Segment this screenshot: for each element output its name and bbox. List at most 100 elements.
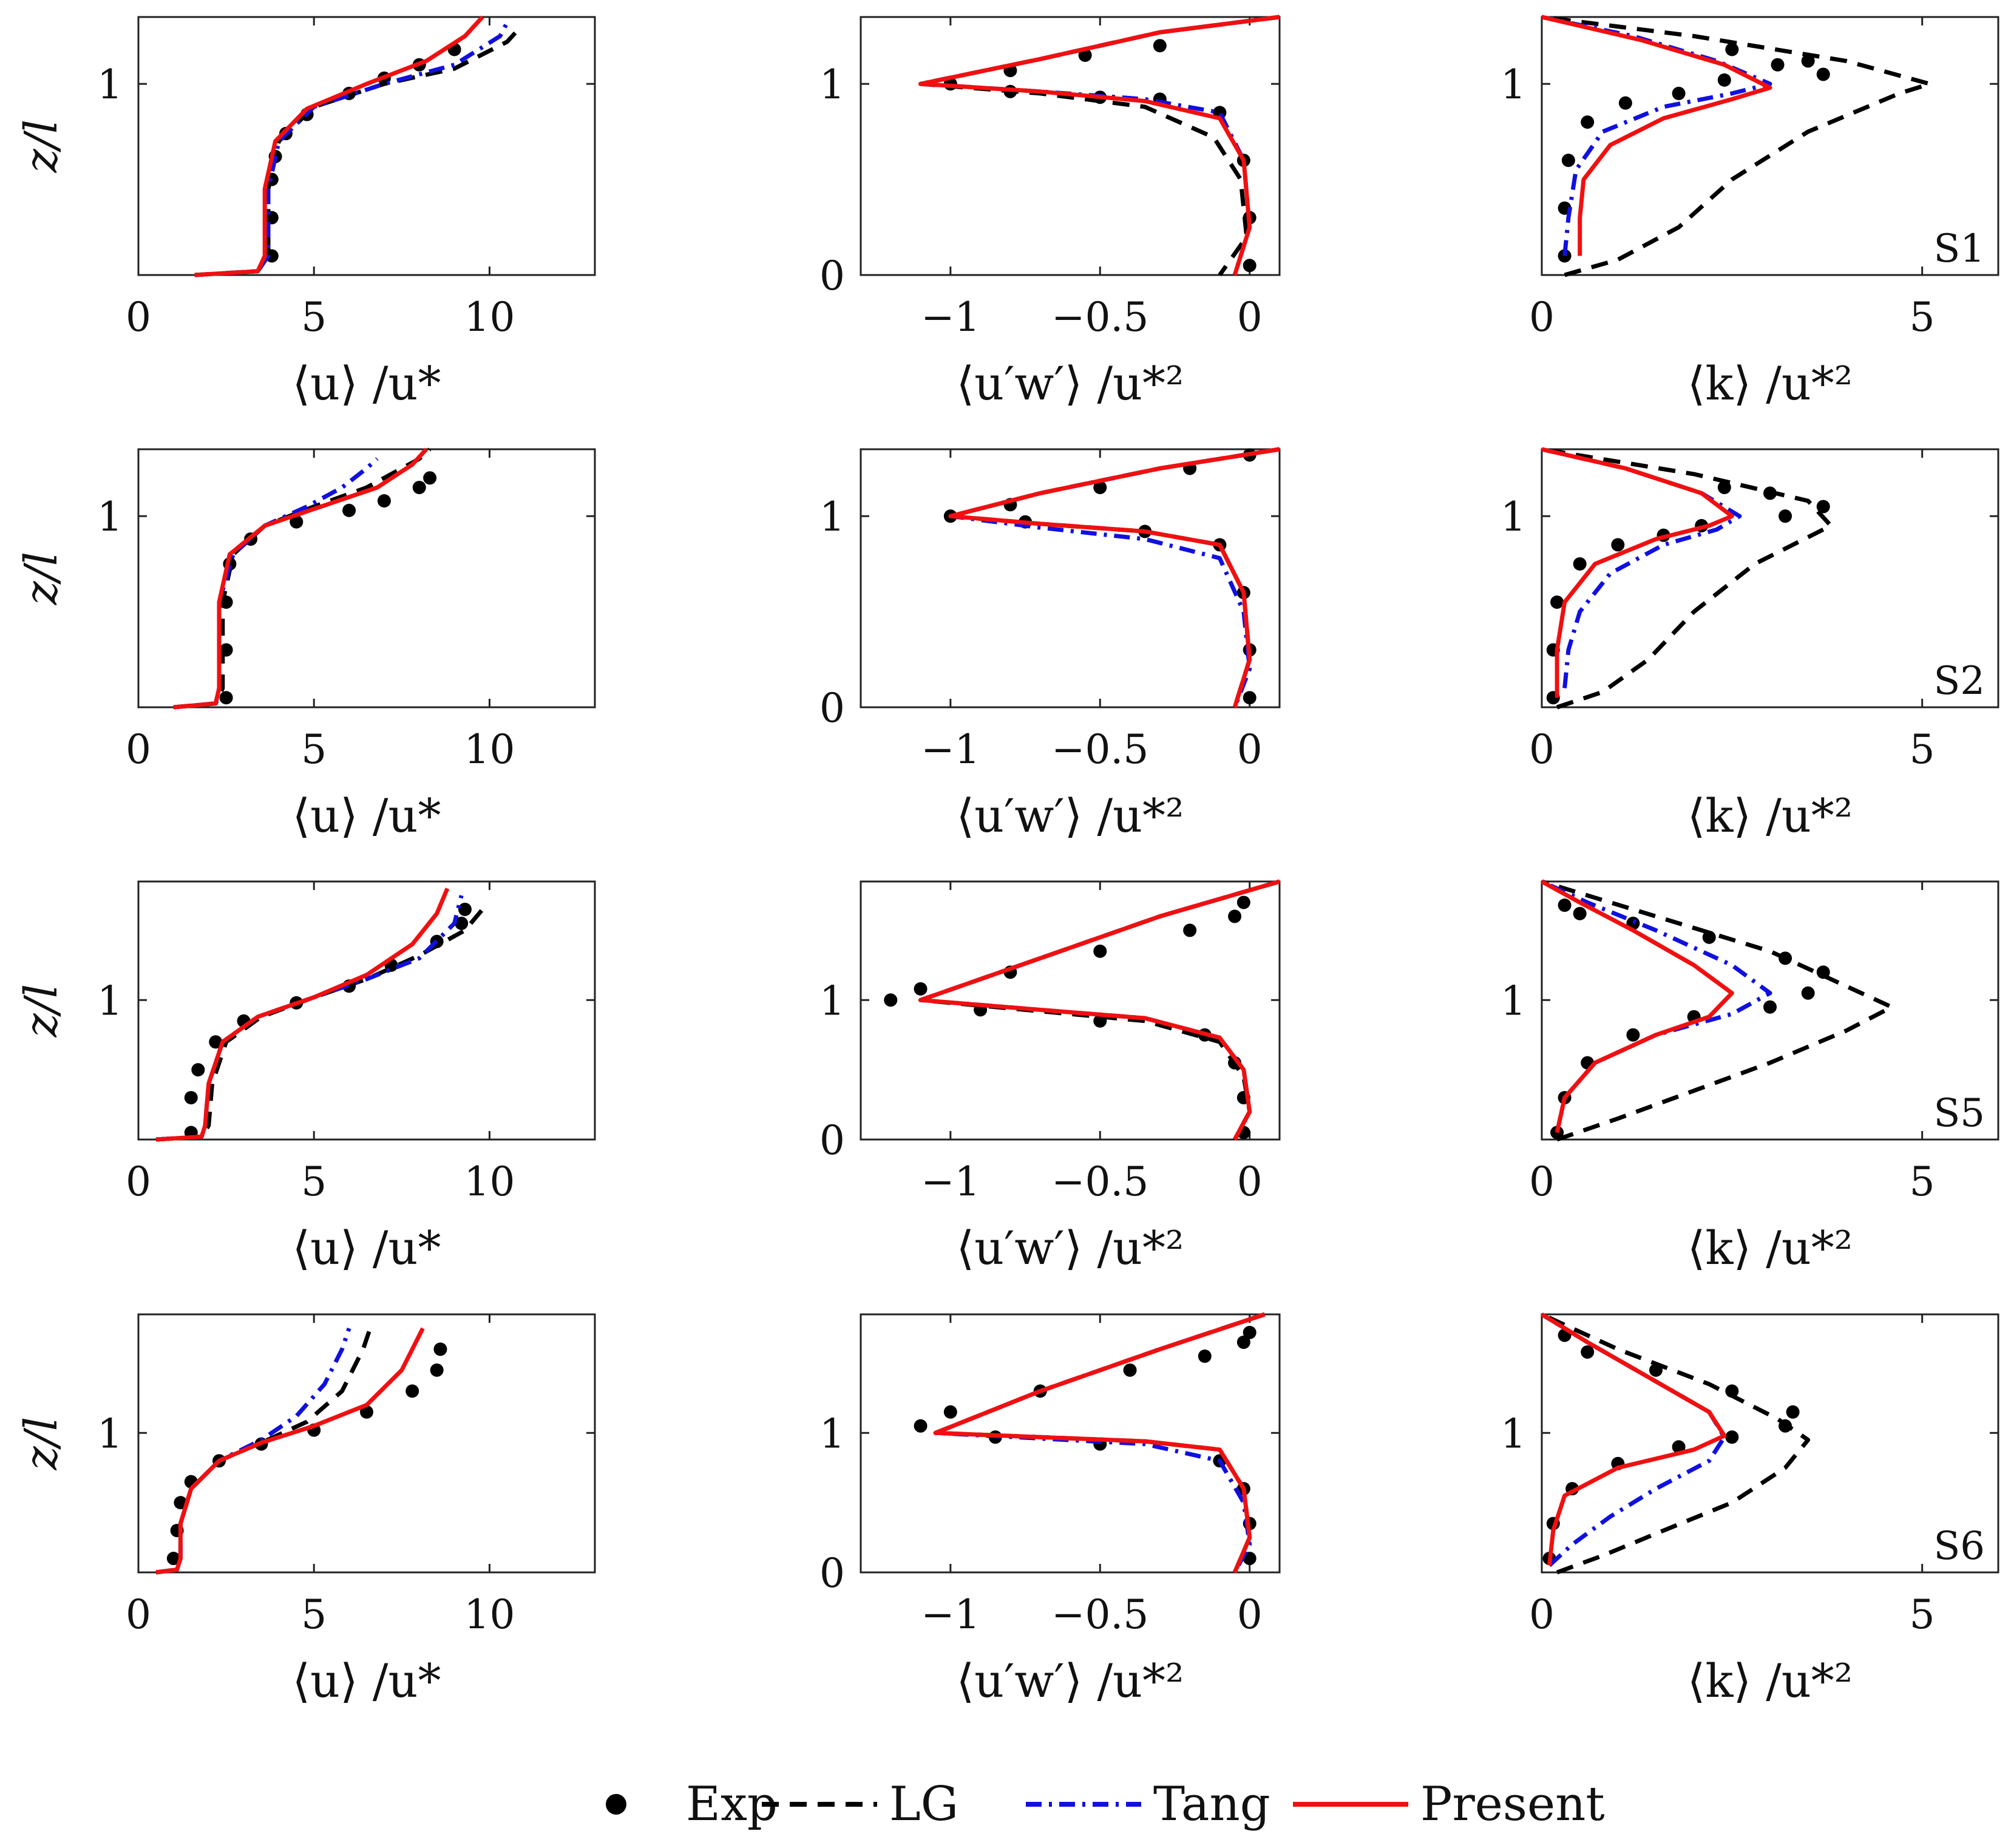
series-line-lg	[155, 908, 484, 1142]
plot-frame	[860, 1313, 1281, 1574]
case-label: S1	[1933, 226, 1985, 271]
x-tick-label: 5	[301, 726, 327, 773]
series-line-present	[155, 1327, 425, 1575]
x-tick-label: −0.5	[1051, 726, 1148, 773]
exp-point	[405, 1384, 419, 1398]
exp-point	[1611, 538, 1625, 552]
exp-point	[1626, 1028, 1640, 1042]
y-tick-label: 1	[1501, 61, 1526, 108]
x-axis-label: ⟨u′w′⟩ /u*²	[957, 1221, 1184, 1275]
legend: Exp LG Tang Present	[606, 1777, 1605, 1832]
series-line-tang	[1541, 447, 1742, 688]
series-line-lg	[1541, 15, 1932, 277]
exp-point	[1228, 909, 1242, 923]
x-tick-label: 5	[301, 1158, 327, 1205]
exp-point	[342, 503, 356, 517]
series-line-present	[194, 15, 484, 277]
case-label: S6	[1933, 1524, 1985, 1569]
x-axis-label: ⟨k⟩ /u*²	[1687, 1654, 1853, 1708]
legend-label: LG	[889, 1777, 958, 1832]
legend-item-tang: Tang	[1026, 1777, 1270, 1832]
panel-7: 0 5 10 1 ⟨u⟩ /u* z/l	[15, 880, 596, 1275]
exp-point	[1198, 1349, 1212, 1363]
x-tick-label: 0	[1529, 294, 1555, 341]
exp-point	[943, 1405, 957, 1419]
plot-frame	[1541, 16, 1999, 276]
exp-point	[1672, 86, 1686, 100]
exp-point	[360, 1405, 373, 1419]
exp-point	[914, 982, 928, 996]
x-tick-label: 0	[126, 726, 151, 773]
y-tick-label: 0	[819, 1117, 845, 1164]
y-tick-label: 1	[819, 1410, 845, 1457]
y-tick-label: 1	[819, 61, 845, 108]
case-label: S5	[1933, 1091, 1985, 1136]
exp-point	[1573, 557, 1587, 571]
panel-2: −1 −0.5 0 0 1 ⟨u′w′⟩ /u*²	[819, 15, 1281, 410]
series-line-lg	[173, 447, 432, 710]
y-axis-label: z/l	[15, 120, 67, 174]
exp-point	[1801, 54, 1815, 68]
x-tick-label: 0	[1237, 294, 1263, 341]
x-axis-label: ⟨u′w′⟩ /u*²	[957, 789, 1184, 843]
x-tick-label: 10	[464, 294, 515, 341]
exp-point	[191, 1063, 205, 1077]
x-tick-label: −1	[921, 1591, 980, 1638]
plot-frame	[137, 1313, 596, 1574]
legend-label: Present	[1420, 1777, 1605, 1832]
panel-9: 0 5 1 ⟨k⟩ /u*² S5	[1501, 879, 1999, 1275]
x-axis-label: ⟨u⟩ /u*	[293, 789, 441, 843]
y-tick-label: 0	[819, 685, 845, 732]
y-axis-label: z/l	[15, 1417, 67, 1471]
exp-point	[1779, 509, 1792, 523]
exp-point	[1550, 1126, 1564, 1140]
x-axis-label: ⟨u⟩ /u*	[293, 1654, 441, 1708]
legend-label: Tang	[1153, 1777, 1270, 1832]
y-tick-label: 1	[1501, 494, 1526, 540]
exp-point	[1771, 58, 1785, 72]
x-tick-label: 5	[301, 294, 327, 341]
series-line-lg	[1541, 1312, 1811, 1575]
y-tick-label: 1	[819, 977, 845, 1024]
exp-point	[1558, 249, 1572, 263]
plot-frame	[137, 880, 596, 1141]
exp-point	[433, 1342, 447, 1356]
panels: 0 5 101⟨u⟩ /u*z/l−1 −0.5 001⟨u′w′⟩ /u*²0 51⟨k…	[15, 15, 1999, 1708]
x-tick-label: 0	[126, 1158, 151, 1205]
x-tick-label: 0	[1529, 1158, 1555, 1205]
exp-point	[1236, 895, 1250, 909]
x-tick-label: −1	[921, 294, 980, 341]
legend-item-present: Present	[1293, 1777, 1605, 1832]
exp-point	[1581, 115, 1595, 129]
series-line-present	[933, 1312, 1266, 1574]
exp-point	[1183, 923, 1197, 937]
exp-point	[1581, 1345, 1595, 1359]
x-axis-label: ⟨u⟩ /u*	[293, 356, 441, 410]
panel-1: 0 5 10 1 ⟨u⟩ /u* z/l	[15, 15, 596, 410]
x-tick-label: −0.5	[1051, 1158, 1148, 1205]
series-line-present	[1541, 879, 1734, 1133]
plot-frame	[860, 448, 1281, 708]
y-tick-label: 1	[819, 494, 845, 540]
exp-point	[1093, 480, 1107, 494]
panel-12: 0 5 1 ⟨k⟩ /u*² S6	[1501, 1312, 1999, 1708]
x-axis-label: ⟨k⟩ /u*²	[1687, 1221, 1853, 1275]
y-axis-label: z/l	[15, 552, 67, 606]
x-axis-label: ⟨k⟩ /u*²	[1687, 789, 1853, 843]
exp-point	[377, 494, 391, 508]
series-line-present	[918, 15, 1280, 276]
exp-point	[1550, 595, 1564, 609]
exp-point	[914, 1419, 928, 1433]
y-tick-label: 0	[819, 1550, 845, 1597]
y-tick-label: 0	[819, 253, 845, 299]
series-line-tang	[1541, 1313, 1727, 1568]
y-axis-label: z/l	[15, 984, 67, 1038]
exp-point	[166, 1552, 180, 1566]
panel-10: 0 5 10 1 ⟨u⟩ /u* z/l	[15, 1313, 596, 1708]
series-line-present	[1541, 447, 1734, 698]
exp-point	[1243, 691, 1256, 705]
exp-point	[1093, 944, 1107, 958]
exp-point	[1725, 42, 1739, 56]
exp-point	[209, 1035, 223, 1049]
exp-point	[1801, 986, 1815, 1000]
